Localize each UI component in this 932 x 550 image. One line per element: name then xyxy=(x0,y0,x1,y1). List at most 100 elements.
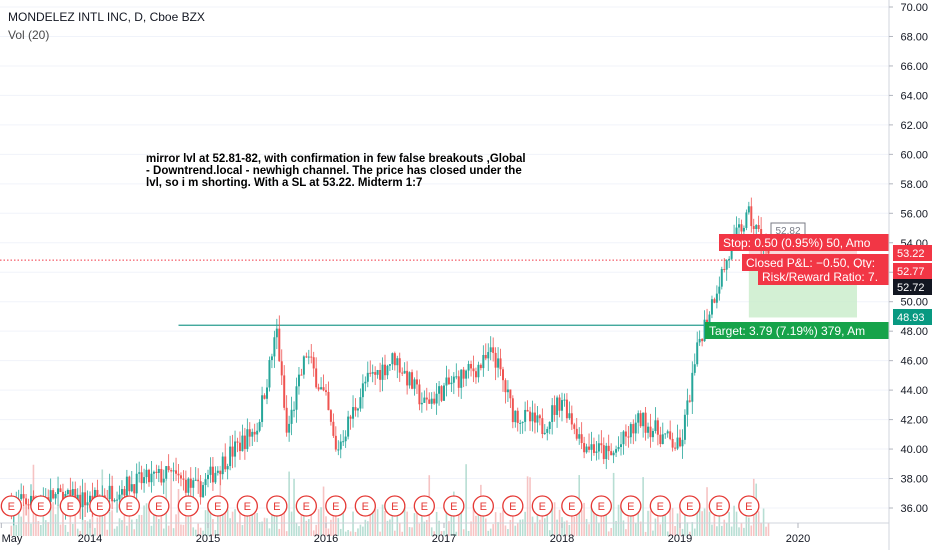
earnings-letter: E xyxy=(450,501,457,513)
earnings-circle xyxy=(708,495,730,517)
volume-bar xyxy=(145,503,148,536)
earnings-marker: E xyxy=(118,495,140,517)
candle-body xyxy=(59,488,62,492)
price-tag-text: 48.93 xyxy=(897,312,925,324)
candle-body xyxy=(376,370,379,375)
volume-bar xyxy=(246,515,249,536)
volume-bar xyxy=(362,526,364,536)
price-tick-label: 62.00 xyxy=(900,120,928,132)
candle-body xyxy=(447,377,450,385)
candle-body xyxy=(696,342,699,365)
candle-body xyxy=(354,407,357,411)
candle-body xyxy=(288,423,291,433)
candle-body xyxy=(243,435,246,450)
closed-pnl-label-text: Closed P&L: −0.50, Qty: xyxy=(746,256,875,270)
volume-bar xyxy=(738,527,740,536)
volume-bar xyxy=(349,531,352,536)
risk-reward-label-text: Risk/Reward Ratio: 7. xyxy=(762,270,878,284)
volume-bar xyxy=(298,526,300,536)
volume-bar xyxy=(49,507,52,536)
volume-bar xyxy=(470,521,472,536)
candle-body xyxy=(438,386,441,394)
earnings-circle xyxy=(738,495,760,517)
volume-bar xyxy=(622,520,625,536)
volume-bar xyxy=(669,505,671,536)
candle-body xyxy=(516,410,519,423)
volume-bar xyxy=(185,508,187,536)
volume-bar xyxy=(430,527,433,536)
candle-body xyxy=(384,364,386,376)
volume-bar xyxy=(150,525,153,536)
volume-bar xyxy=(723,519,726,536)
volume-bar xyxy=(413,513,416,536)
volume-bar xyxy=(598,522,600,536)
candle-body xyxy=(150,473,153,483)
candle-body xyxy=(84,492,87,506)
candle-body xyxy=(32,495,35,500)
candle-body xyxy=(408,372,411,386)
volume-bar xyxy=(711,524,713,536)
volume-bar xyxy=(612,472,615,536)
earnings-letter: E xyxy=(539,501,546,513)
volume-bar xyxy=(113,528,116,536)
chart-note[interactable]: mirror lvl at 52.81-82, with confirmatio… xyxy=(146,153,526,189)
earnings-letter: E xyxy=(37,501,44,513)
volume-bar xyxy=(465,464,467,536)
candle-body xyxy=(479,364,482,369)
candle-body xyxy=(356,408,359,411)
earnings-letter: E xyxy=(686,501,693,513)
volume-bar xyxy=(10,525,13,536)
candle-body xyxy=(583,443,586,453)
volume-bar xyxy=(666,531,669,536)
candle-body xyxy=(327,391,330,411)
volume-bar xyxy=(536,507,539,536)
target-label: Target: 3.79 (7.19%) 379, Am xyxy=(705,322,889,339)
candle-body xyxy=(605,445,608,460)
candle-body xyxy=(588,446,591,450)
volume-bar xyxy=(52,502,54,536)
volume-bar xyxy=(654,518,657,536)
volume-bar xyxy=(644,531,647,536)
volume-bar xyxy=(293,478,295,536)
candle-body xyxy=(123,489,126,496)
volume-bar xyxy=(278,528,281,536)
volume-bar xyxy=(44,520,47,536)
earnings-letter: E xyxy=(568,501,575,513)
candle-body xyxy=(398,358,401,373)
earnings-circle xyxy=(295,495,317,517)
volume-bar xyxy=(548,530,551,536)
volume-bar xyxy=(15,524,18,536)
volume-bar xyxy=(457,513,460,536)
candle-body xyxy=(128,476,131,492)
candle-body xyxy=(556,397,559,415)
volume-bar xyxy=(659,524,662,536)
volume-bar xyxy=(30,523,32,536)
candle-body xyxy=(730,243,733,259)
earnings-marker: E xyxy=(443,495,465,517)
volume-bar xyxy=(160,505,163,536)
earnings-circle xyxy=(472,495,494,517)
earnings-marker: E xyxy=(708,495,730,517)
candle-body xyxy=(187,478,190,493)
volume-bar xyxy=(418,523,421,536)
volume-bar xyxy=(276,514,278,536)
earnings-letter: E xyxy=(716,501,723,513)
volume-bar xyxy=(620,506,622,536)
candle-body xyxy=(273,337,276,357)
volume-bar xyxy=(696,503,699,536)
time-axis[interactable]: May 2014 2015 2016 2017 2018 2019 2020 xyxy=(0,522,889,545)
candle-body xyxy=(344,436,347,442)
candle-body xyxy=(467,363,470,371)
volume-bar xyxy=(158,518,160,536)
volume-bar xyxy=(224,512,227,536)
candle-body xyxy=(511,398,514,423)
candle-body xyxy=(352,407,355,419)
volume-bar xyxy=(671,508,674,536)
earnings-letter: E xyxy=(480,501,487,513)
candle-body xyxy=(745,212,748,228)
volume-bar xyxy=(172,528,175,536)
price-tag-bg xyxy=(893,279,932,295)
